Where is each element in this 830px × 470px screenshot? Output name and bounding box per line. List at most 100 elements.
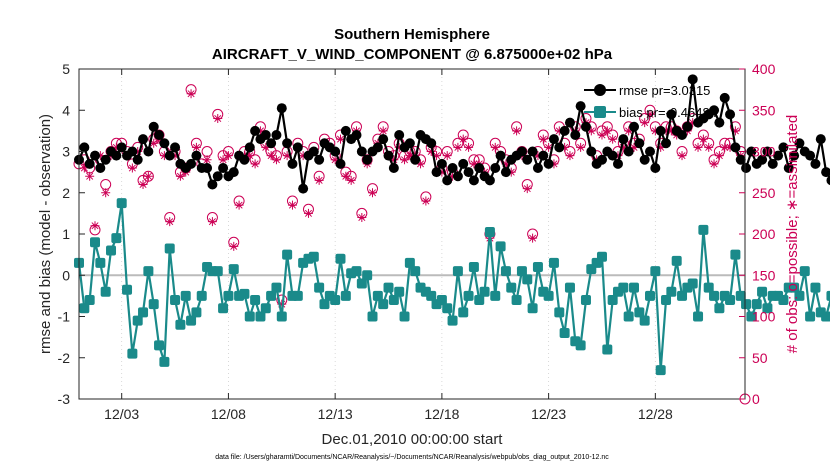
bias-point [266, 290, 277, 301]
bias-point [709, 290, 720, 301]
rmse-point [143, 146, 154, 157]
obs-assimilated-marker [202, 155, 212, 165]
asterisk-stroke [609, 135, 617, 143]
y-left-tick-label: 2 [62, 185, 70, 201]
asterisk-stroke [598, 131, 606, 139]
obs-assimilated-marker [597, 130, 607, 140]
legend-bias-marker [594, 106, 606, 118]
asterisk-stroke [641, 119, 649, 127]
rmse-point [821, 167, 830, 178]
bias-point [319, 299, 330, 310]
bias-point [212, 266, 223, 277]
asterisk-stroke [224, 152, 232, 160]
rmse-point [239, 154, 250, 165]
rmse-point [484, 175, 495, 186]
asterisk-stroke [465, 143, 473, 151]
rmse-point [404, 138, 415, 149]
y-left-tick-label: 3 [62, 144, 70, 160]
x-tick-label: 12/18 [424, 406, 459, 422]
bias-point [180, 290, 191, 301]
obs-assimilated-marker [645, 109, 655, 119]
bias-point [271, 282, 282, 293]
bias-point [746, 311, 757, 322]
bias-point [186, 315, 197, 326]
legend-rmse-label: rmse pr=3.0315 [619, 83, 710, 98]
bias-point [228, 264, 239, 275]
rmse-point [383, 150, 394, 161]
rmse-point [735, 154, 746, 165]
rmse-point [757, 154, 768, 165]
asterisk-stroke [358, 213, 366, 222]
bias-point [532, 262, 543, 272]
rmse-point [442, 175, 453, 186]
rmse-point [490, 163, 501, 173]
asterisk-stroke [150, 139, 158, 147]
obs-assimilated-marker [271, 155, 281, 165]
bias-point [543, 290, 554, 301]
bias-point [463, 290, 474, 301]
bias-point [447, 315, 458, 326]
rmse-point [207, 179, 218, 190]
rmse-point [661, 138, 672, 149]
asterisk-stroke [288, 201, 297, 209]
bias-point [698, 224, 709, 235]
bias-point [458, 307, 469, 318]
rmse-point [351, 130, 362, 140]
rmse-point [554, 142, 565, 153]
rmse-point [308, 146, 319, 157]
bias-point [762, 303, 773, 314]
obs-assimilated-marker [165, 217, 175, 227]
asterisk-stroke [454, 143, 462, 151]
obs-assimilated-marker [213, 114, 223, 123]
bias-point [260, 303, 271, 314]
rmse-point [762, 146, 773, 157]
rmse-point [463, 167, 474, 178]
rmse-point [372, 142, 383, 153]
asterisk-stroke [470, 160, 478, 168]
bias-point [340, 290, 351, 301]
obs-assimilated-marker [368, 188, 378, 198]
bias-point [778, 295, 789, 305]
rmse-point [500, 167, 511, 178]
obs-assimilated-marker [698, 134, 708, 144]
bias-point [826, 290, 830, 301]
asterisk-stroke [400, 156, 409, 164]
bias-point [805, 311, 816, 322]
bias-point [607, 295, 618, 305]
rmse-point [436, 158, 447, 169]
rmse-point [282, 138, 293, 149]
rmse-point [410, 154, 421, 165]
obs-assimilated-marker [709, 159, 719, 169]
asterisk-stroke [187, 90, 195, 98]
rmse-point [794, 138, 805, 149]
x-tick-label: 12/23 [531, 406, 566, 422]
rmse-point [132, 154, 143, 165]
rmse-point [650, 163, 661, 173]
rmse-point [564, 117, 575, 128]
rmse-point [468, 175, 479, 186]
bias-point [335, 253, 346, 264]
obs-assimilated-marker [234, 200, 244, 210]
rmse-point [111, 150, 122, 161]
bias-point [442, 303, 453, 314]
legend-bias-label: bias pr=-0.46484 [619, 105, 717, 120]
asterisk-stroke [545, 143, 553, 151]
rmse-point [495, 150, 506, 161]
obs-assimilated-marker [378, 126, 388, 136]
bias-point [367, 311, 378, 322]
rmse-point [116, 142, 127, 153]
bias-point [490, 290, 501, 301]
y-left-tick-label: 1 [62, 226, 70, 242]
obs-assimilated-marker [602, 126, 612, 136]
bias-point [623, 311, 634, 322]
rmse-point [629, 121, 639, 132]
bias-point [468, 262, 479, 272]
asterisk-stroke [336, 135, 345, 143]
rmse-point [623, 146, 634, 157]
y-axis-label-right: # of obs: o=possible; ∗=assimilated [784, 115, 801, 354]
y-left-tick-label: -2 [58, 350, 71, 366]
bias-point [175, 319, 186, 330]
asterisk-stroke [102, 189, 110, 197]
asterisk-stroke [710, 160, 718, 168]
